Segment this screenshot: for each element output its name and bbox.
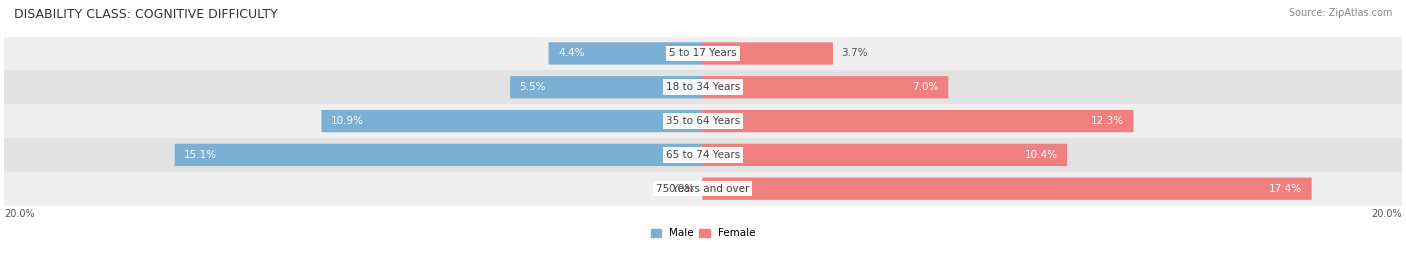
Text: DISABILITY CLASS: COGNITIVE DIFFICULTY: DISABILITY CLASS: COGNITIVE DIFFICULTY (14, 8, 278, 21)
Text: 35 to 64 Years: 35 to 64 Years (666, 116, 740, 126)
Legend: Male, Female: Male, Female (647, 224, 759, 243)
Text: 75 Years and over: 75 Years and over (657, 184, 749, 194)
Bar (4, 70, 1402, 104)
Text: 10.9%: 10.9% (330, 116, 364, 126)
Text: 0.0%: 0.0% (668, 184, 695, 194)
Text: Source: ZipAtlas.com: Source: ZipAtlas.com (1288, 8, 1392, 18)
Text: 10.4%: 10.4% (1025, 150, 1057, 160)
FancyBboxPatch shape (174, 144, 703, 166)
Text: 12.3%: 12.3% (1091, 116, 1123, 126)
Bar (4, 104, 1402, 138)
Text: 17.4%: 17.4% (1270, 184, 1302, 194)
FancyBboxPatch shape (703, 110, 1133, 132)
Text: 18 to 34 Years: 18 to 34 Years (666, 82, 740, 92)
Text: 20.0%: 20.0% (4, 209, 35, 219)
Text: 5 to 17 Years: 5 to 17 Years (669, 49, 737, 59)
Text: 5.5%: 5.5% (520, 82, 546, 92)
FancyBboxPatch shape (703, 177, 1312, 200)
Bar (4, 36, 1402, 70)
Text: 3.7%: 3.7% (841, 49, 868, 59)
Text: 65 to 74 Years: 65 to 74 Years (666, 150, 740, 160)
FancyBboxPatch shape (510, 76, 703, 99)
Text: 7.0%: 7.0% (912, 82, 939, 92)
Text: 15.1%: 15.1% (184, 150, 218, 160)
Text: 4.4%: 4.4% (558, 49, 585, 59)
FancyBboxPatch shape (703, 42, 832, 65)
Text: 20.0%: 20.0% (1371, 209, 1402, 219)
Bar (4, 172, 1402, 205)
FancyBboxPatch shape (548, 42, 703, 65)
FancyBboxPatch shape (703, 76, 948, 99)
FancyBboxPatch shape (703, 144, 1067, 166)
FancyBboxPatch shape (322, 110, 703, 132)
Bar (4, 138, 1402, 172)
